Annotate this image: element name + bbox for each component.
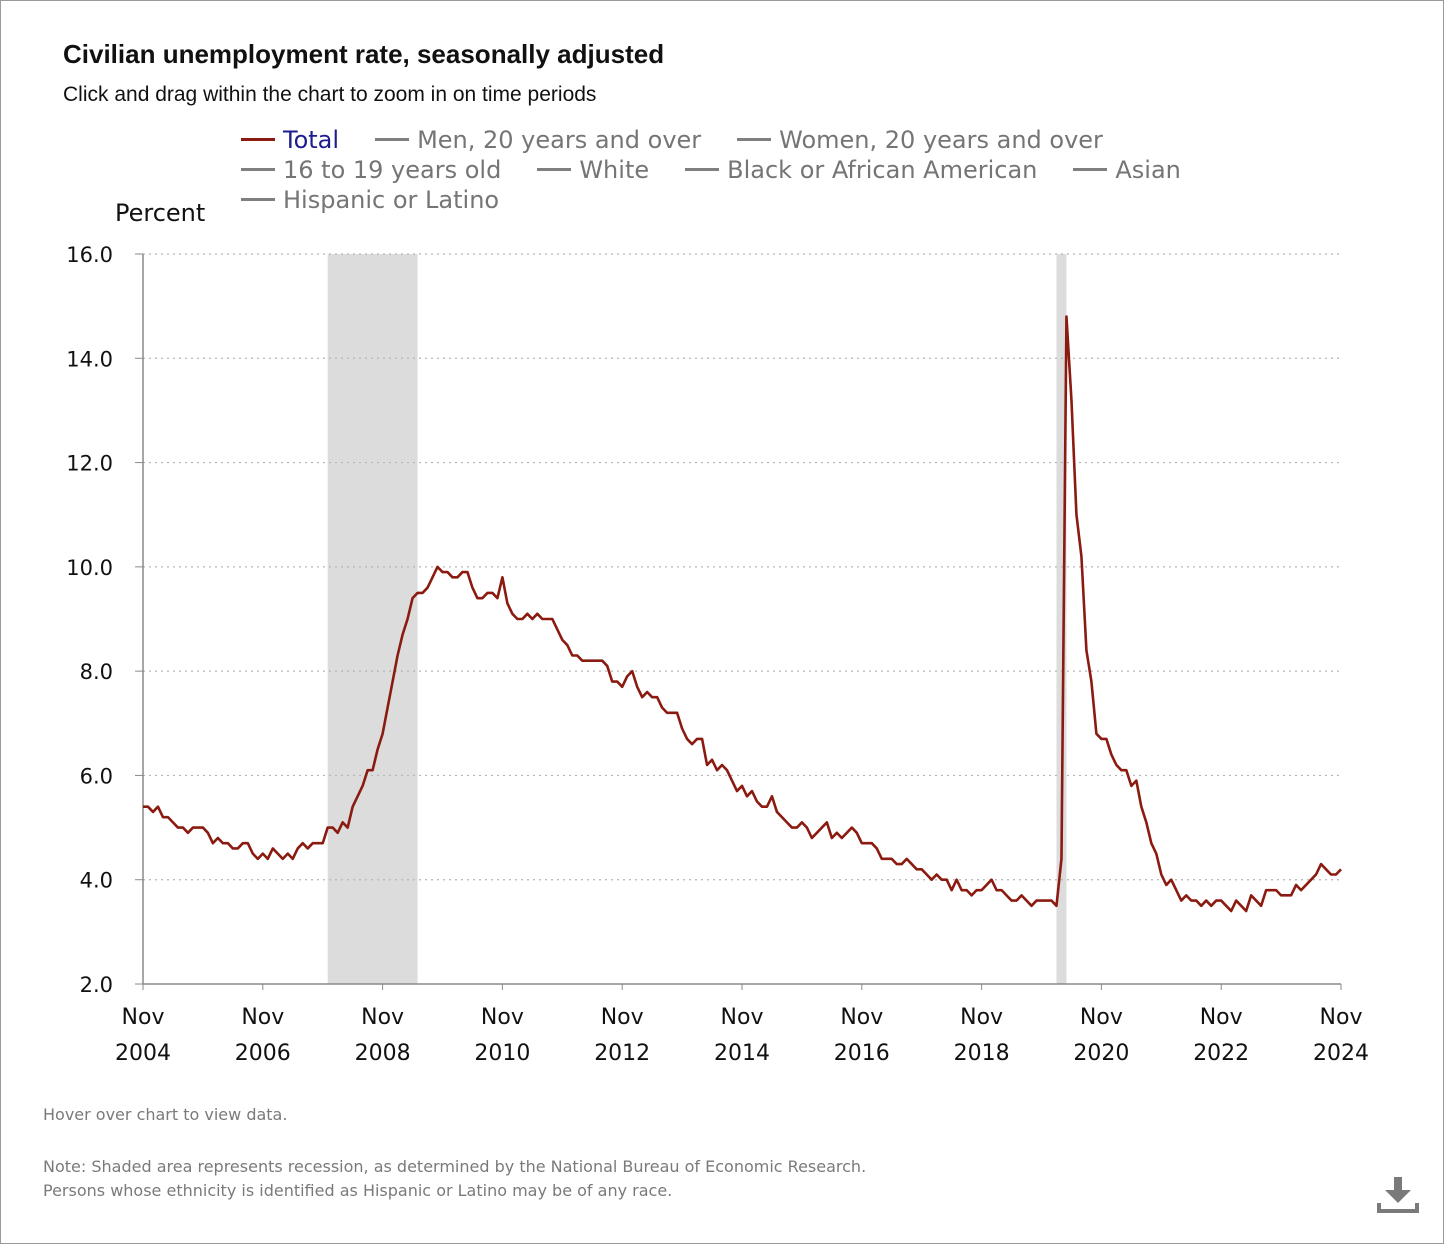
legend-item[interactable]: Men, 20 years and over — [375, 125, 701, 155]
recession-band — [327, 254, 418, 984]
x-tick-month: Nov — [1320, 1005, 1363, 1030]
footnote: Note: Shaded area represents recession, … — [43, 1155, 866, 1203]
x-tick-year: 2018 — [954, 1041, 1010, 1066]
y-tick-label: 14.0 — [66, 347, 113, 371]
footnote-line-recession: Note: Shaded area represents recession, … — [43, 1157, 867, 1176]
x-tick-month: Nov — [241, 1005, 284, 1030]
download-button[interactable] — [1375, 1173, 1421, 1219]
legend: Total Men, 20 years and over Women, 20 yea… — [241, 125, 1241, 215]
x-tick-month: Nov — [1200, 1005, 1243, 1030]
x-tick-year: 2016 — [834, 1041, 890, 1066]
legend-label: Hispanic or Latino — [283, 186, 500, 214]
x-tick-month: Nov — [960, 1005, 1003, 1030]
x-tick-month: Nov — [122, 1005, 165, 1030]
y-tick-label: 4.0 — [80, 869, 113, 893]
legend-label: White — [579, 156, 650, 184]
line-chart[interactable]: 2.0 4.0 6.0 8.0 10.0 12.0 14.0 16.0 Nov 2004 Nov 20… — [1, 1, 1443, 1101]
legend-swatch — [375, 137, 410, 141]
y-axis-label: Percent — [115, 199, 206, 227]
legend-label: Men, 20 years and over — [417, 126, 702, 154]
x-tick-month: Nov — [481, 1005, 524, 1030]
x-tick-year: 2024 — [1313, 1041, 1369, 1066]
footnote-line-hispanic: Persons whose ethnicity is identified as… — [43, 1181, 673, 1200]
x-tick-year: 2020 — [1073, 1041, 1129, 1066]
legend-row: 16 to 19 years old White Black or African … — [241, 155, 1241, 185]
chart-subtitle: Click and drag within the chart to zoom … — [63, 83, 597, 106]
hover-note: Hover over chart to view data. — [43, 1105, 288, 1124]
legend-label: Asian — [1115, 156, 1181, 184]
x-tick-month: Nov — [361, 1005, 404, 1030]
x-tick-year: 2004 — [115, 1041, 171, 1066]
legend-swatch — [685, 167, 720, 171]
legend-swatch — [737, 137, 772, 141]
legend-label: Women, 20 years and over — [779, 126, 1103, 154]
x-tick-year: 2006 — [235, 1041, 291, 1066]
y-tick-label: 6.0 — [80, 764, 113, 788]
x-tick-month: Nov — [1080, 1005, 1123, 1030]
y-tick-label: 2.0 — [80, 973, 113, 997]
legend-swatch — [537, 167, 572, 171]
legend-item[interactable]: Hispanic or Latino — [241, 185, 499, 215]
x-tick-year: 2008 — [355, 1041, 411, 1066]
legend-item[interactable]: Black or African American — [685, 155, 1037, 185]
series-line-total — [143, 315, 1342, 913]
y-tick-label: 10.0 — [66, 556, 113, 580]
x-tick-year: 2012 — [594, 1041, 650, 1066]
download-icon — [1377, 1177, 1419, 1213]
chart-title: Civilian unemployment rate, seasonally a… — [63, 39, 665, 69]
x-tick-month: Nov — [721, 1005, 764, 1030]
x-tick-year: 2010 — [474, 1041, 530, 1066]
legend-swatch — [241, 137, 275, 141]
y-tick-label: 8.0 — [80, 660, 113, 684]
legend-item[interactable]: White — [537, 155, 649, 185]
y-tick-label: 12.0 — [66, 452, 113, 476]
x-tick-year: 2014 — [714, 1041, 770, 1066]
x-tick-month: Nov — [840, 1005, 883, 1030]
y-tick-label: 16.0 — [66, 243, 113, 267]
legend-row: Total Men, 20 years and over Women, 20 yea… — [241, 125, 1241, 155]
legend-item[interactable]: Women, 20 years and over — [737, 125, 1103, 155]
legend-row: Hispanic or Latino — [241, 185, 1241, 215]
legend-swatch — [241, 197, 275, 201]
legend-label: Black or African American — [727, 156, 1038, 184]
legend-label: 16 to 19 years old — [283, 156, 502, 184]
legend-label: Total — [283, 126, 340, 154]
x-tick-year: 2022 — [1193, 1041, 1249, 1066]
recession-band — [1056, 254, 1067, 984]
x-tick-month: Nov — [601, 1005, 644, 1030]
legend-swatch — [1073, 167, 1108, 171]
legend-item[interactable]: Asian — [1073, 155, 1181, 185]
legend-item[interactable]: 16 to 19 years old — [241, 155, 501, 185]
legend-item[interactable]: Total — [241, 125, 339, 155]
legend-swatch — [241, 167, 275, 171]
